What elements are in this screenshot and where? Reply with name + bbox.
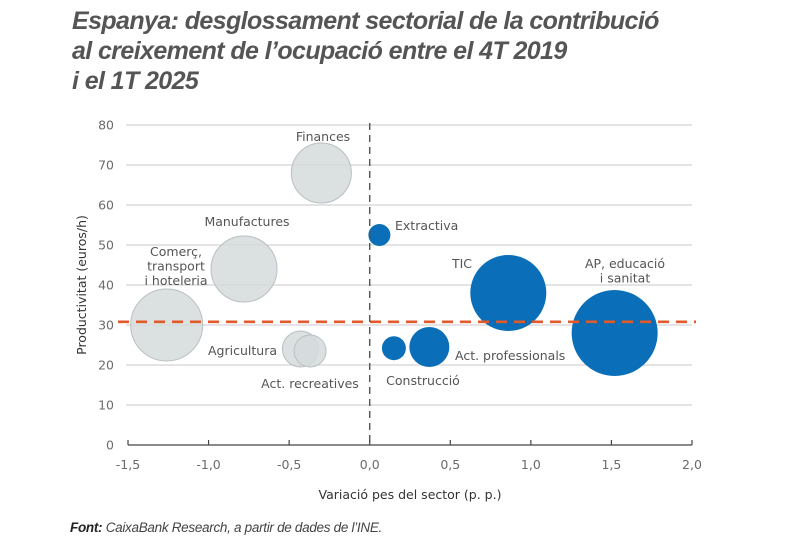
gridlines (126, 124, 692, 406)
bubble-act-recreatives (293, 334, 327, 368)
y-tick-label: 70 (98, 158, 114, 173)
bubble-label: i sanitat (600, 271, 651, 286)
bubble-label: AP, educació (585, 256, 665, 271)
y-tick-label: 20 (98, 358, 114, 373)
y-tick-label: 60 (98, 198, 114, 213)
y-tick-label: 10 (98, 398, 114, 413)
bubble-comer-transport-i-hoteleria (130, 288, 204, 362)
bubble-label: i hoteleria (144, 273, 207, 288)
bubble-tic (470, 255, 547, 331)
reference-lines (118, 123, 696, 445)
x-tick-label: -1,0 (196, 457, 220, 472)
bubbles (130, 142, 658, 376)
bubble-label: Extractiva (395, 218, 458, 233)
bubble-construcci- (381, 336, 406, 361)
bubble-label: Manufactures (204, 214, 289, 229)
x-axis-title: Variació pes del sector (p. p.) (319, 487, 502, 502)
source-text: CaixaBank Research, a partir de dades de… (105, 520, 383, 535)
title-line-2: al creixement de l’ocupació entre el 4T … (72, 37, 567, 65)
x-tick-label: 2,0 (682, 457, 702, 472)
y-tick-label: 30 (98, 318, 114, 333)
chart-title: Espanya: desglossament sectorial de la c… (72, 6, 772, 96)
bubble-act-professionals (409, 327, 450, 367)
y-tick-label: 0 (106, 438, 114, 453)
bubble-extractiva (368, 224, 391, 246)
bubble-label: Comerç, (150, 244, 202, 259)
source-label: Font: (70, 520, 103, 535)
bubble-label: Agricultura (208, 343, 277, 358)
x-tick-label: -0,5 (277, 457, 301, 472)
bubble-label: transport (147, 259, 205, 274)
title-line-1: Espanya: desglossament sectorial de la c… (72, 7, 659, 35)
bubble-label: Finances (296, 129, 350, 144)
bubble-manufactures (210, 235, 278, 303)
x-tick-label: 1,0 (521, 457, 541, 472)
axes: 0 10 20 30 40 50 60 70 80 -1,5 -1,0 -0,5 0,0 0,5 1,0 1,… (98, 118, 702, 473)
bubble-ap-educaci-i-sanitat (571, 290, 658, 376)
y-tick-label: 50 (98, 238, 114, 253)
bubble-label: Act. professionals (455, 348, 565, 363)
bubble-label: Construcció (386, 373, 460, 388)
x-tick-label: 1,5 (601, 457, 621, 472)
bubble-finances (290, 142, 352, 204)
bubble-label: TIC (451, 256, 472, 271)
y-tick-label: 40 (98, 278, 114, 293)
x-tick-label: 0,0 (360, 457, 380, 472)
source-note: Font: CaixaBank Research, a partir de da… (70, 520, 382, 535)
title-line-3: i el 1T 2025 (72, 67, 199, 95)
y-tick-label: 80 (98, 118, 114, 133)
y-axis-title: Productivitat (euros/h) (74, 215, 89, 355)
bubble-label: Act. recreatives (261, 376, 359, 391)
x-tick-label: -1,5 (116, 457, 140, 472)
x-tick-label: 0,5 (440, 457, 460, 472)
